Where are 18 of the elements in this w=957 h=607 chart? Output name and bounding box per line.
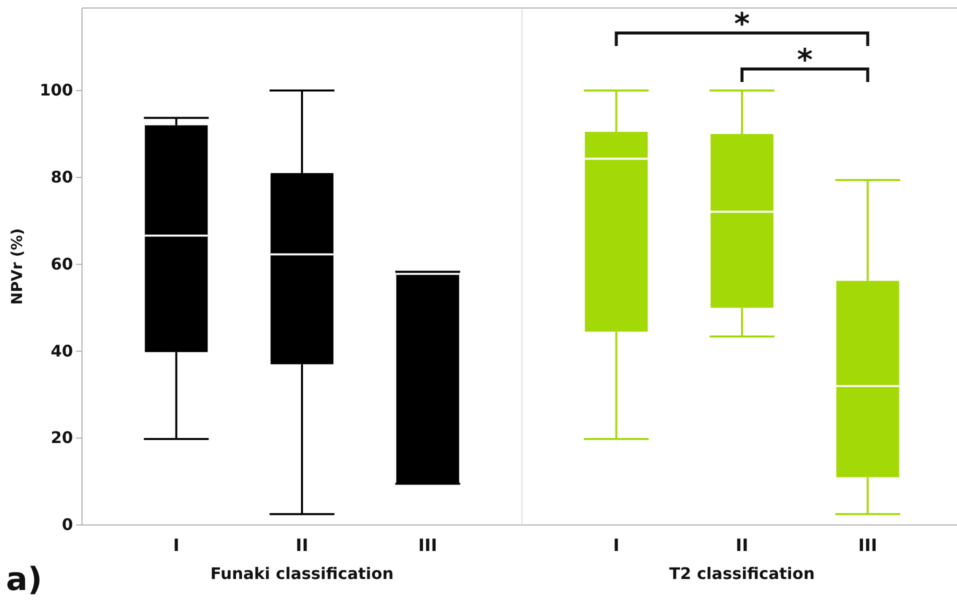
text: a) (6, 560, 42, 598)
x-tick-label: III (858, 536, 878, 556)
y-tick-label: 80 (50, 168, 73, 187)
y-tick-label: 60 (50, 254, 73, 274)
x-tick-label: II (296, 536, 308, 556)
annotation: * (797, 43, 814, 78)
y-tick-label: 20 (50, 428, 73, 448)
x-tick-label: III (418, 536, 438, 556)
y-tick-label: 100 (40, 80, 73, 100)
x-axis-title: Funaki classification (210, 564, 394, 583)
x-axis-title: T2 classification (669, 564, 815, 583)
y-tick-label: 40 (50, 341, 73, 360)
x-tick-label: I (613, 536, 620, 556)
annotation: * (734, 7, 750, 42)
x-tick-label: I (173, 536, 180, 556)
y-axis-title: NPVr (%) (8, 228, 26, 305)
x-tick-label: II (736, 536, 748, 556)
y-tick-label: 0 (62, 515, 73, 534)
